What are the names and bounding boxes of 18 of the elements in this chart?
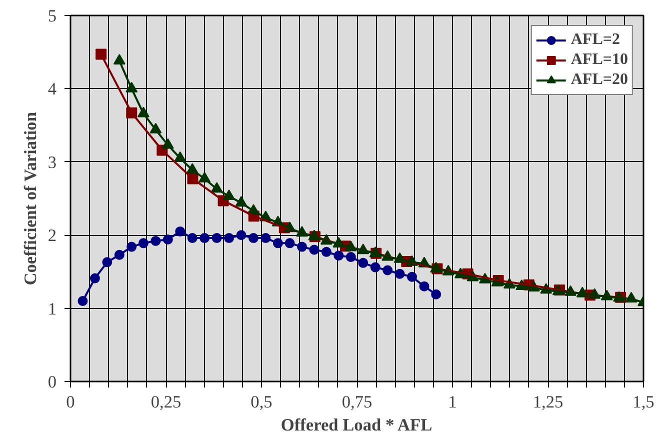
y-tick-label: 0 — [48, 372, 57, 392]
x-tick-label: 0,75 — [342, 392, 372, 412]
x-tick-label: 1 — [448, 392, 457, 412]
y-tick-label: 3 — [48, 152, 57, 172]
x-tick-label: 0,25 — [150, 392, 182, 412]
x-tick-label: 0,5 — [250, 392, 272, 412]
x-tick-label: 1,25 — [532, 392, 564, 412]
x-tick-label: 1,5 — [632, 392, 654, 412]
legend-label: AFL=20 — [570, 71, 628, 89]
x-tick-label: 0 — [66, 392, 75, 412]
y-tick-label: 5 — [48, 6, 57, 26]
y-tick-label: 1 — [48, 299, 57, 318]
legend-label: AFL=2 — [570, 31, 620, 49]
y-axis-title: Coefficient of Variation — [20, 112, 40, 286]
x-axis-title: Offered Load * AFL — [280, 416, 432, 434]
y-tick-label: 2 — [48, 226, 57, 246]
legend-label: AFL=10 — [570, 51, 628, 69]
y-tick-label: 4 — [48, 80, 57, 99]
